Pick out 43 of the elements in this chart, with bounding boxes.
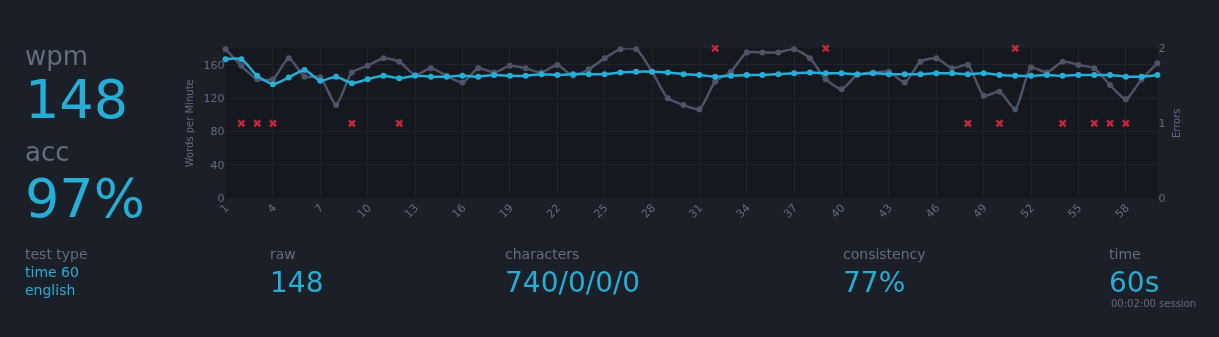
x-tick-label: 43 [875, 201, 895, 221]
text: 60s [1109, 266, 1160, 299]
text: characters [505, 246, 580, 262]
x-tick-label: 34 [733, 201, 753, 221]
y-tick-label: 120 [203, 92, 225, 106]
y-axis-title: Words per Minute [183, 79, 195, 168]
text: wpm [25, 41, 89, 71]
text: english [25, 282, 76, 298]
text: raw [270, 246, 296, 262]
x-tick-label: 40 [828, 201, 848, 221]
x-tick-label: 25 [591, 201, 611, 221]
x-tick-label: 28 [638, 201, 659, 221]
y-tick-label: 40 [210, 158, 225, 172]
text: time [1109, 246, 1141, 262]
x-tick-label: 37 [781, 201, 801, 221]
x-tick-label: 19 [496, 201, 516, 221]
x-tick-label: 58 [1112, 201, 1132, 221]
y2-tick-label: 2 [1158, 42, 1166, 56]
text: 148 [270, 266, 324, 299]
text: 97% [25, 167, 146, 230]
y-tick-label: 80 [210, 125, 225, 139]
x-tick-label: 22 [544, 201, 564, 221]
x-tick-label: 13 [402, 201, 422, 221]
text: consistency [843, 246, 926, 262]
y2-axis-title: Errors [1170, 108, 1182, 139]
text: test type [25, 246, 88, 262]
x-tick-label: 4 [264, 201, 279, 216]
text: 740/0/0/0 [505, 266, 641, 299]
text: acc [25, 137, 70, 167]
x-tick-label: 46 [923, 201, 943, 221]
x-tick-label: 49 [970, 201, 990, 221]
x-tick-label: 7 [312, 201, 327, 216]
text: 00:02:00 session [1111, 298, 1197, 309]
y2-tick-label: 0 [1158, 192, 1166, 206]
text: time 60 [25, 264, 79, 280]
text: 77% [843, 266, 906, 299]
x-tick-label: 52 [1017, 201, 1038, 221]
y2-tick-label: 1 [1158, 117, 1166, 131]
x-tick-label: 10 [354, 201, 374, 221]
x-tick-label: 31 [686, 201, 706, 221]
x-tick-label: 16 [449, 201, 469, 221]
x-tick-label: 55 [1065, 201, 1085, 221]
y-tick-label: 160 [203, 58, 225, 72]
